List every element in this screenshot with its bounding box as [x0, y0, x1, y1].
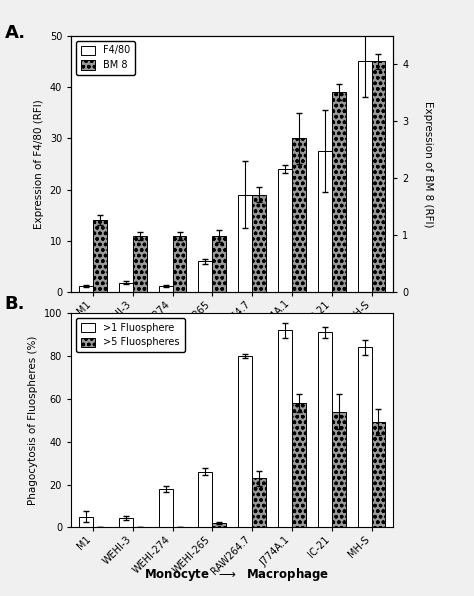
- Bar: [119, 518, 133, 527]
- Bar: [238, 356, 252, 527]
- Y-axis label: Phagocytosis of Fluospheres (%): Phagocytosis of Fluospheres (%): [28, 336, 38, 505]
- Bar: [372, 423, 385, 527]
- Bar: [93, 221, 107, 292]
- Bar: [159, 286, 173, 292]
- Bar: [212, 523, 226, 527]
- Bar: [159, 489, 173, 527]
- Bar: [252, 478, 266, 527]
- Bar: [79, 517, 93, 527]
- Bar: [119, 283, 133, 292]
- Text: B.: B.: [5, 295, 25, 313]
- Legend: >1 Fluosphere, >5 Fluospheres: >1 Fluosphere, >5 Fluospheres: [76, 318, 184, 352]
- Bar: [357, 347, 372, 527]
- Bar: [199, 261, 212, 292]
- Bar: [332, 412, 346, 527]
- Bar: [133, 235, 147, 292]
- Y-axis label: Expression of F4/80 (RFI): Expression of F4/80 (RFI): [34, 99, 44, 229]
- Bar: [318, 332, 332, 527]
- Text: Monocyte  $\longrightarrow$  Macrophage: Monocyte $\longrightarrow$ Macrophage: [145, 566, 329, 583]
- Bar: [278, 169, 292, 292]
- Bar: [292, 403, 306, 527]
- Y-axis label: Expression of BM 8 (RFI): Expression of BM 8 (RFI): [423, 101, 433, 227]
- Bar: [199, 471, 212, 527]
- Bar: [252, 195, 266, 292]
- Bar: [357, 61, 372, 292]
- Bar: [332, 92, 346, 292]
- Legend: F4/80, BM 8: F4/80, BM 8: [76, 41, 135, 75]
- Bar: [318, 151, 332, 292]
- Bar: [238, 195, 252, 292]
- Bar: [212, 235, 226, 292]
- Bar: [372, 61, 385, 292]
- Text: A.: A.: [5, 24, 26, 42]
- Bar: [278, 330, 292, 527]
- Bar: [79, 286, 93, 292]
- Bar: [173, 235, 186, 292]
- Bar: [292, 138, 306, 292]
